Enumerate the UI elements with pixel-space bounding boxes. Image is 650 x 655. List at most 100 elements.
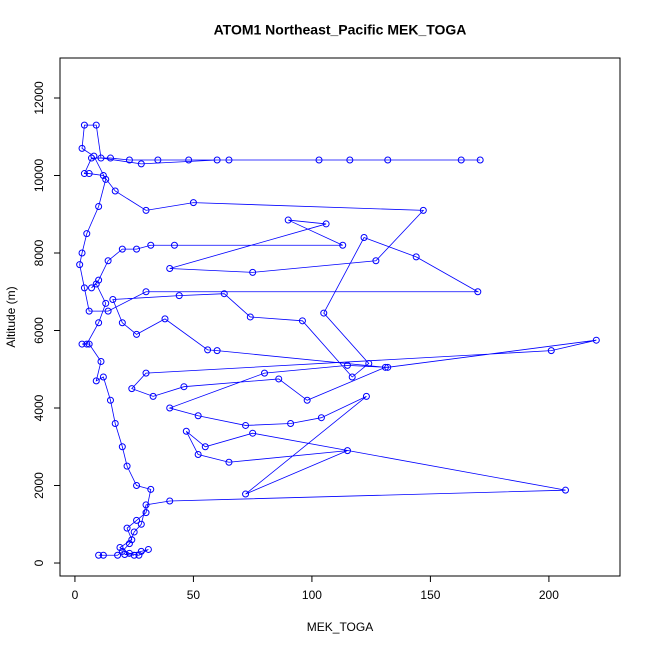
data-point (194, 412, 202, 420)
data-point (104, 257, 112, 265)
data-point (83, 230, 91, 238)
y-tick-label: 12000 (32, 81, 46, 115)
data-point (225, 458, 233, 466)
data-point (128, 385, 136, 393)
data-point (102, 299, 110, 307)
data-point (362, 392, 370, 400)
plot-frame (59, 57, 621, 577)
data-point (320, 309, 328, 317)
data-line (79, 124, 597, 556)
data-point (137, 547, 145, 555)
x-axis-label: MEK_TOGA (307, 620, 373, 634)
data-point (80, 121, 88, 129)
data-point (111, 420, 119, 428)
data-point (175, 292, 183, 300)
data-point (106, 154, 114, 162)
data-point (339, 241, 347, 249)
data-point (78, 340, 86, 348)
data-point (142, 369, 150, 377)
data-point (118, 443, 126, 451)
data-point (213, 347, 221, 355)
x-tick-label: 100 (302, 588, 322, 602)
data-point (348, 373, 356, 381)
data-point (166, 497, 174, 505)
data-point (384, 363, 392, 371)
data-point (118, 319, 126, 327)
data-point (114, 551, 122, 559)
data-point (249, 268, 257, 276)
data-point (137, 160, 145, 168)
data-point (220, 290, 228, 298)
data-point (419, 206, 427, 214)
data-point (365, 359, 373, 367)
data-point (372, 257, 380, 265)
data-point (106, 396, 114, 404)
data-point (135, 551, 143, 559)
data-point (457, 156, 465, 164)
x-tick-label: 0 (72, 588, 79, 602)
y-tick-label: 10000 (32, 158, 46, 192)
data-point (80, 284, 88, 292)
data-point (275, 375, 283, 383)
data-point (225, 156, 233, 164)
data-point (547, 347, 555, 355)
data-point (384, 156, 392, 164)
data-point (147, 241, 155, 249)
data-point (144, 545, 152, 553)
data-point (118, 245, 126, 253)
data-point (185, 156, 193, 164)
data-point (303, 396, 311, 404)
data-point (88, 284, 96, 292)
y-tick-label: 4000 (32, 394, 46, 421)
data-point (97, 358, 105, 366)
data-point (343, 361, 351, 369)
data-point (133, 330, 141, 338)
data-point (128, 536, 136, 544)
data-point (194, 451, 202, 459)
data-point (92, 121, 100, 129)
data-point (284, 216, 292, 224)
data-point (99, 373, 107, 381)
data-point (116, 544, 124, 552)
data-point (315, 156, 323, 164)
data-point (142, 509, 150, 517)
data-point (130, 551, 138, 559)
data-point (133, 516, 141, 524)
data-point (133, 245, 141, 253)
data-point (381, 363, 389, 371)
data-point (343, 447, 351, 455)
y-tick-label: 8000 (32, 239, 46, 266)
data-point (261, 369, 269, 377)
data-point (180, 383, 188, 391)
data-point (125, 156, 133, 164)
data-point (130, 528, 138, 536)
data-point (83, 340, 91, 348)
data-point (123, 462, 131, 470)
data-point (123, 524, 131, 532)
data-point (346, 156, 354, 164)
data-point (242, 490, 250, 498)
data-point (80, 170, 88, 178)
data-point (142, 206, 150, 214)
data-point (85, 307, 93, 315)
data-point (142, 288, 150, 296)
data-point (95, 319, 103, 327)
data-point (85, 170, 93, 178)
data-point (78, 144, 86, 152)
data-point (104, 307, 112, 315)
data-point (97, 154, 105, 162)
data-point (249, 429, 257, 437)
data-point (85, 340, 93, 348)
data-point (137, 520, 145, 528)
data-point (170, 241, 178, 249)
data-point (166, 265, 174, 273)
data-point (109, 296, 117, 304)
data-point (142, 501, 150, 509)
data-point (99, 171, 107, 179)
data-point (161, 315, 169, 323)
data-point (92, 377, 100, 385)
data-point (561, 486, 569, 494)
data-point (78, 249, 86, 257)
x-tick-label: 50 (187, 588, 201, 602)
data-point (242, 421, 250, 429)
